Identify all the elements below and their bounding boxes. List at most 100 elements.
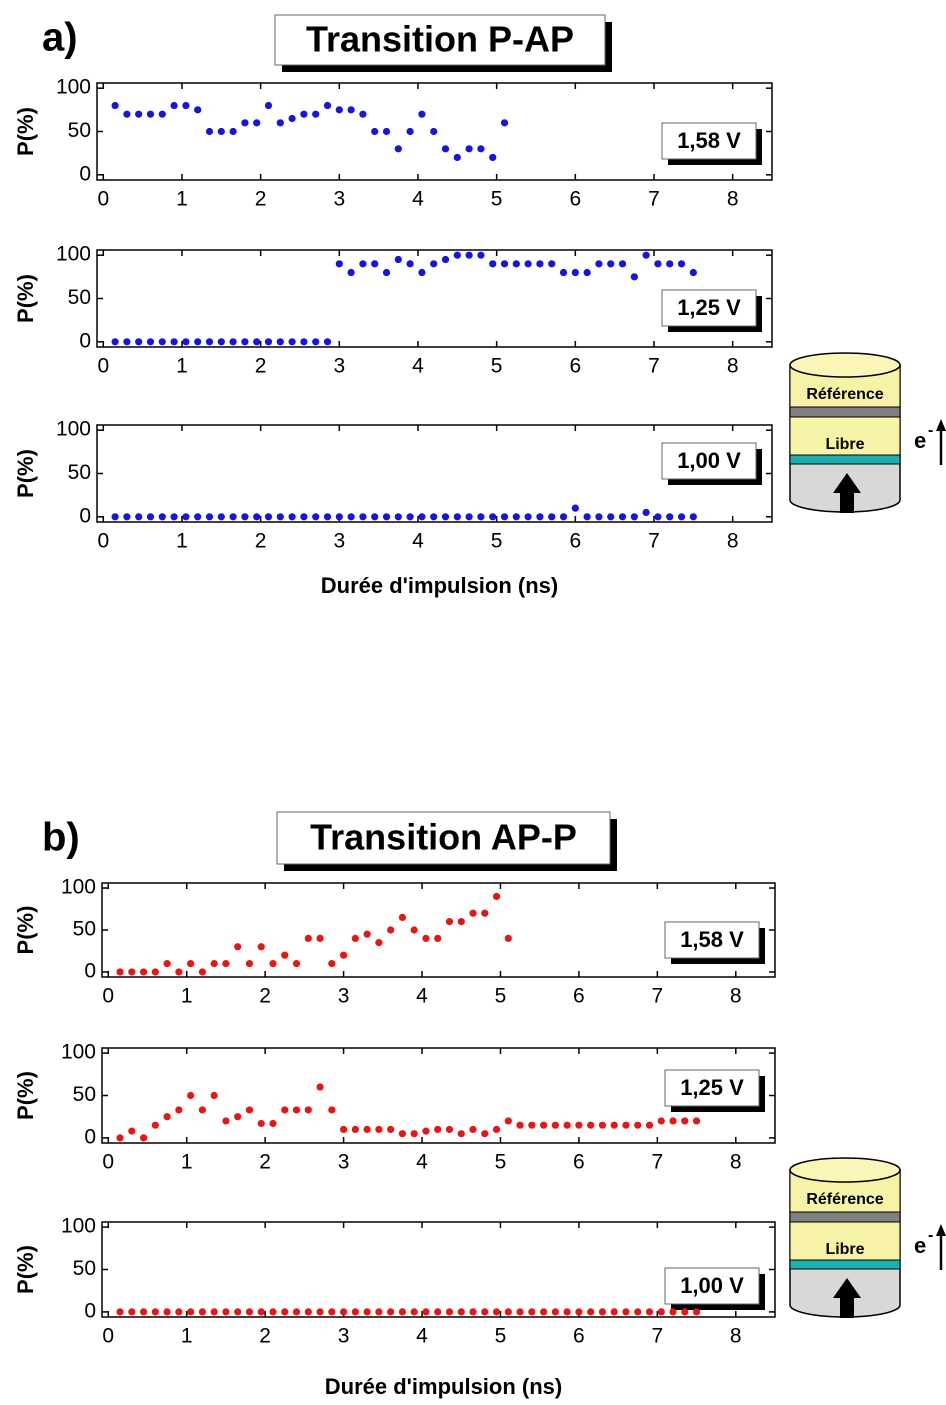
data-point (151, 1308, 159, 1316)
data-point (441, 255, 450, 264)
data-point (288, 338, 296, 346)
x-tick-label: 7 (651, 1151, 663, 1174)
data-point (489, 153, 497, 162)
y-axis-label: P(%) (13, 107, 38, 156)
data-point (175, 968, 183, 976)
data-point (175, 1308, 183, 1316)
x-tick-label: 3 (333, 188, 345, 211)
data-point (540, 1121, 548, 1129)
pillar-top (789, 352, 901, 378)
data-point (689, 268, 697, 277)
data-point (669, 1308, 677, 1316)
x-tick-label: 0 (102, 1151, 114, 1174)
data-point (524, 260, 532, 268)
x-tick-label: 7 (648, 355, 660, 378)
x-tick-label: 1 (176, 530, 188, 553)
x-tick-label: 1 (181, 1325, 193, 1348)
data-point (575, 1308, 583, 1316)
annotation-box (664, 1267, 760, 1305)
spacer-layer (789, 406, 901, 418)
data-point (123, 338, 131, 346)
data-point (465, 145, 473, 153)
data-point (418, 268, 426, 277)
data-point (335, 260, 343, 268)
y-tick-label: 0 (84, 1125, 96, 1148)
x-tick-label: 0 (102, 985, 114, 1008)
y-tick-label: 50 (73, 1257, 96, 1280)
x-tick-label: 2 (259, 985, 271, 1008)
data-point (618, 513, 627, 521)
data-point (398, 1308, 407, 1316)
data-point (198, 968, 207, 976)
data-point (492, 1308, 501, 1316)
data-point (347, 268, 355, 277)
data-point (300, 338, 308, 346)
panel-label: a) (42, 16, 78, 60)
data-point (481, 1130, 489, 1138)
barrier-layer (789, 454, 901, 465)
data-point (253, 119, 261, 127)
reference-label: Référence (806, 386, 883, 403)
data-point (422, 1308, 430, 1316)
data-point (654, 260, 662, 268)
data-point (170, 338, 178, 346)
data-point (512, 513, 520, 521)
x-tick-label: 6 (573, 1325, 585, 1348)
data-point (630, 273, 638, 281)
x-tick-label: 7 (651, 1325, 663, 1348)
data-point (422, 934, 430, 942)
pillar-top (789, 1157, 901, 1183)
x-tick-label: 7 (651, 985, 663, 1008)
data-point (481, 1308, 489, 1316)
data-point (434, 1125, 442, 1134)
data-point (347, 513, 355, 521)
x-tick-label: 2 (259, 1325, 271, 1348)
data-point (430, 513, 438, 521)
data-point (363, 930, 371, 938)
data-point (618, 260, 627, 268)
y-tick-label: 0 (79, 329, 91, 352)
data-point (469, 1125, 477, 1134)
x-tick-label: 4 (412, 188, 424, 211)
data-point (111, 513, 119, 521)
y-tick-label: 50 (68, 461, 91, 484)
data-point (587, 1121, 595, 1129)
data-point (312, 513, 320, 521)
x-tick-label: 1 (176, 188, 188, 211)
data-point (477, 251, 485, 259)
electron-arrowhead (936, 1224, 946, 1236)
data-point (610, 1308, 618, 1316)
data-point (371, 513, 379, 521)
data-point (257, 1119, 265, 1128)
data-point (512, 260, 520, 268)
data-point (492, 892, 501, 901)
x-tick-label: 8 (730, 1151, 742, 1174)
data-point (434, 934, 442, 942)
x-tick-label: 6 (569, 355, 581, 378)
data-point (441, 145, 450, 153)
x-tick-label: 3 (333, 355, 345, 378)
data-point (406, 260, 414, 268)
data-point (163, 959, 171, 968)
data-point (182, 513, 190, 521)
data-point (257, 1308, 265, 1316)
data-point (445, 1308, 454, 1316)
x-tick-label: 1 (181, 985, 193, 1008)
y-axis-label: P(%) (13, 449, 38, 498)
data-point (445, 1125, 454, 1134)
data-point (692, 1308, 701, 1316)
data-point (630, 513, 638, 521)
data-point (229, 338, 237, 346)
annotation: 1,25 V (677, 295, 741, 320)
data-point (269, 959, 277, 968)
data-point (387, 926, 395, 934)
data-point (304, 1106, 312, 1114)
reference-label: Référence (806, 1191, 883, 1208)
data-point (375, 1308, 383, 1316)
title-box (274, 14, 606, 66)
data-point (253, 338, 261, 346)
data-point (151, 1121, 159, 1129)
data-point (536, 513, 544, 521)
x-tick-label: 4 (416, 1325, 428, 1348)
